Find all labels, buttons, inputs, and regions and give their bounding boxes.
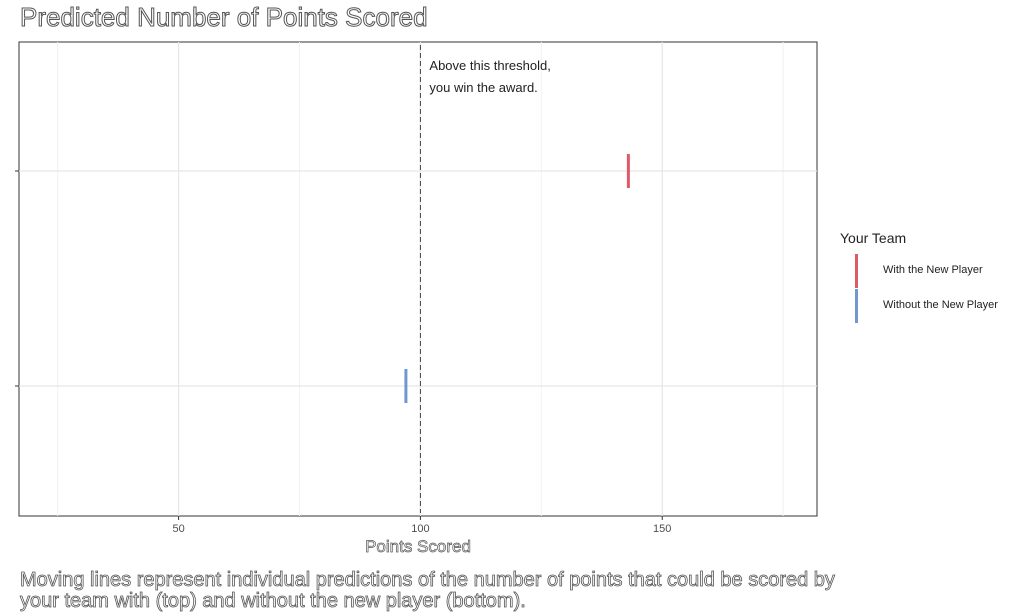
legend-item-without: Without the New Player [840, 289, 1026, 324]
legend-key-with [855, 254, 858, 288]
legend-key-without [855, 289, 858, 323]
chart-title: Predicted Number of Points Scored [20, 2, 429, 33]
legend-item-with: With the New Player [840, 254, 1026, 289]
legend: Your Team With the New Player Without th… [840, 230, 1026, 324]
x-tick-label-150: 150 [653, 523, 671, 535]
x-tick-label-50: 50 [172, 523, 184, 535]
chart-caption: Moving lines represent individual predic… [20, 569, 836, 612]
legend-label-with: With the New Player [883, 264, 983, 276]
legend-title: Your Team [840, 230, 907, 246]
x-axis-title: Points Scored [365, 537, 471, 556]
legend-label-without: Without the New Player [883, 299, 998, 311]
annotation-line-1: Above this threshold, [429, 58, 550, 73]
ticks-layer: 50 100 150 [15, 170, 671, 535]
annotation-line-2: you win the award. [429, 80, 537, 95]
marks-layer [404, 154, 630, 403]
plot-panel [18, 41, 818, 517]
x-tick-label-100: 100 [411, 523, 429, 535]
